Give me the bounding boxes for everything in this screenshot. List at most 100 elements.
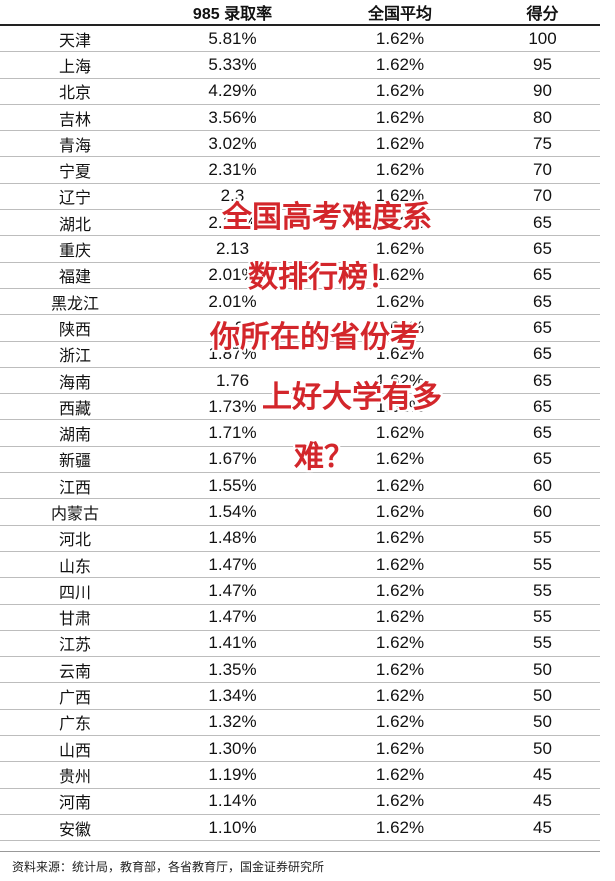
province-cell: 山东 (58, 556, 91, 576)
table-row: 江西 1.55% 1.62% 60 (0, 473, 600, 500)
table-row: 吉林 3.56% 1.62% 80 (0, 105, 600, 132)
score-cell: 55 (533, 607, 552, 627)
average-cell: 1.62% (375, 239, 425, 259)
province-cell: 广东 (58, 714, 91, 734)
province-cell: 黑龙江 (50, 293, 99, 313)
score-cell: 60 (533, 501, 552, 521)
average-cell: 1.62% (375, 528, 425, 548)
province-cell: 贵州 (58, 766, 91, 786)
score-cell: 50 (533, 712, 552, 732)
province-cell: 湖南 (58, 425, 91, 445)
table-row: 河北 1.48% 1.62% 55 (0, 526, 600, 552)
rate-cell: 1.19% (208, 764, 257, 784)
table-row: 陕西 1.9 1.62% 65 (0, 315, 600, 342)
table-row: 山东 1.47% 1.62% 55 (0, 552, 600, 579)
rate-cell: 1.47% (208, 607, 257, 627)
rate-cell: 1.55% (208, 475, 257, 495)
rate-cell: 1.34% (208, 686, 257, 706)
score-cell: 65 (533, 344, 552, 364)
province-cell: 青海 (58, 135, 91, 155)
score-cell: 65 (533, 423, 552, 443)
score-cell: 55 (533, 633, 552, 653)
score-cell: 55 (533, 554, 552, 574)
average-cell: 1.62% (375, 659, 425, 679)
rate-cell: 5.33% (208, 54, 257, 74)
rate-cell: 1.30% (208, 738, 257, 758)
rate-cell: 1.54% (208, 501, 257, 521)
table-row: 湖南 1.71% 1.62% 65 (0, 420, 600, 447)
average-cell: 1.62% (375, 554, 425, 574)
rate-cell: 1.73% (208, 396, 257, 416)
province-cell: 浙江 (58, 346, 91, 366)
table-row: 黑龙江 2.01% 1.62% 65 (0, 289, 600, 316)
province-cell: 四川 (58, 582, 91, 602)
province-cell: 西藏 (58, 398, 91, 418)
table-row: 新疆 1.67% 1.62% 65 (0, 447, 600, 474)
score-cell: 65 (533, 449, 552, 469)
table-row: 广东 1.32% 1.62% 50 (0, 710, 600, 737)
table-row: 浙江 1.87% 1.62% 65 (0, 342, 600, 368)
average-cell: 1.62% (375, 54, 425, 74)
score-cell: 45 (533, 791, 552, 811)
rate-cell: 2.31% (208, 160, 257, 180)
province-cell: 甘肃 (58, 609, 91, 629)
average-cell: 1.62% (375, 817, 425, 837)
rate-cell: 2.01% (208, 291, 257, 311)
header-province (0, 0, 150, 24)
average-cell: 1.62% (375, 712, 425, 732)
score-cell: 65 (533, 317, 552, 337)
score-cell: 45 (533, 817, 552, 837)
rate-cell: 1.35% (208, 659, 257, 679)
score-cell: 60 (533, 475, 552, 495)
header-985-rate: 985 录取率 (192, 6, 273, 23)
province-cell: 海南 (58, 372, 91, 392)
admission-rate-table: 985 录取率 全国平均 得分 天津 5.81% 1.62% 100 上海 5.33% 1.… (0, 0, 600, 842)
rate-cell: 2.3 (220, 186, 245, 206)
average-cell: 1.62% (375, 396, 425, 416)
province-cell: 天津 (58, 30, 91, 50)
table-row: 辽宁 2.3 1.62% 70 (0, 184, 600, 211)
rate-cell: 2.14% (208, 212, 257, 232)
province-cell: 福建 (58, 267, 91, 287)
province-cell: 湖北 (58, 214, 91, 234)
average-cell: 1.62% (375, 449, 425, 469)
table-row: 青海 3.02% 1.62% 75 (0, 131, 600, 158)
rate-cell: 1.67% (208, 449, 257, 469)
province-cell: 新疆 (58, 451, 91, 471)
province-cell: 宁夏 (58, 162, 91, 182)
province-cell: 辽宁 (58, 188, 91, 208)
rate-cell: 1.76 (215, 370, 250, 390)
table-row: 贵州 1.19% 1.62% 45 (0, 762, 600, 789)
table-row: 云南 1.35% 1.62% 50 (0, 657, 600, 684)
rate-cell: 2.13 (215, 239, 250, 259)
table-row: 上海 5.33% 1.62% 95 (0, 52, 600, 79)
rate-cell: 1.41% (208, 633, 257, 653)
table-row: 内蒙古 1.54% 1.62% 60 (0, 499, 600, 526)
province-cell: 吉林 (58, 109, 91, 129)
source-note: 资料来源：统计局，教育部，各省教育厅，国金证券研究所 (0, 851, 600, 881)
rate-cell: 2.01% (208, 265, 257, 285)
score-cell: 50 (533, 659, 552, 679)
rate-cell: 1.48% (208, 528, 257, 548)
score-cell: 45 (533, 764, 552, 784)
rate-cell: 1.9 (220, 317, 245, 337)
province-cell: 重庆 (58, 241, 91, 261)
average-cell: 1.62% (375, 607, 425, 627)
province-cell: 云南 (58, 661, 91, 681)
score-cell: 65 (533, 212, 552, 232)
average-cell: 1.62% (375, 160, 425, 180)
province-cell: 山西 (58, 740, 91, 760)
table-row: 宁夏 2.31% 1.62% 70 (0, 157, 600, 184)
score-cell: 70 (533, 186, 552, 206)
score-cell: 65 (533, 370, 552, 390)
score-cell: 80 (533, 107, 552, 127)
average-cell: 1.62% (375, 738, 425, 758)
rate-cell: 4.29% (208, 81, 257, 101)
table-row: 重庆 2.13 1.62% 65 (0, 236, 600, 263)
province-cell: 江苏 (58, 635, 91, 655)
average-cell: 1.62% (375, 791, 425, 811)
province-cell: 安徽 (58, 819, 91, 839)
rate-cell: 3.02% (208, 133, 257, 153)
average-cell: 1.62% (375, 580, 425, 600)
table-row: 海南 1.76 1.62% 65 (0, 368, 600, 395)
